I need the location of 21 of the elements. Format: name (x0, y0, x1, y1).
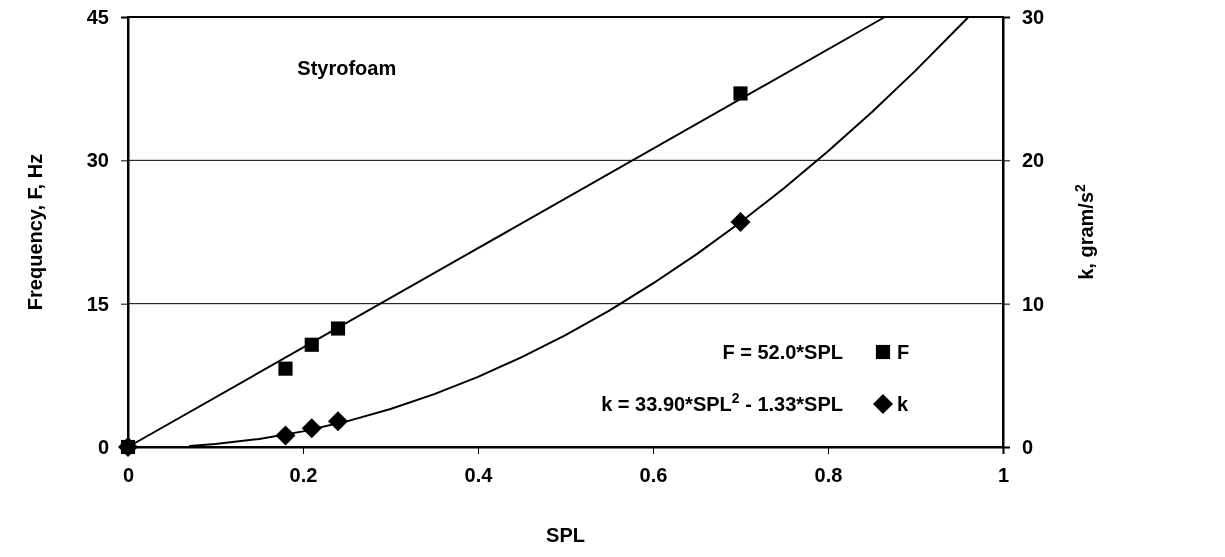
y2-tick-label: 0 (1022, 435, 1034, 458)
x-tick-label: 0.2 (289, 464, 318, 487)
x-tick-label: 0 (122, 464, 135, 487)
y-tick-label: 15 (86, 292, 109, 315)
x-tick-label: 0.6 (639, 464, 668, 487)
annotation: F = 52.0*SPL (722, 341, 843, 363)
annotation: k = 33.90*SPL$^{2}$ - 1.33*SPL (601, 390, 843, 415)
y-tick-label: 30 (86, 149, 109, 172)
x-tick-label: 1 (997, 464, 1010, 487)
y-tick-label: 45 (86, 5, 109, 28)
y-tick-label: 0 (97, 435, 109, 458)
y2-tick-label: 10 (1022, 292, 1045, 315)
legend-label: k (897, 393, 909, 415)
legend-label: F (897, 341, 910, 363)
x-tick-label: 0.4 (464, 464, 494, 487)
x-axis-title: SPL (546, 524, 585, 546)
y-axis-title: Frequency, F, Hz (24, 153, 46, 311)
x-tick-label: 0.8 (814, 464, 843, 487)
y2-tick-label: 20 (1022, 149, 1045, 172)
text: Styrofoam (297, 57, 397, 79)
y2-tick-label: 30 (1022, 5, 1045, 28)
